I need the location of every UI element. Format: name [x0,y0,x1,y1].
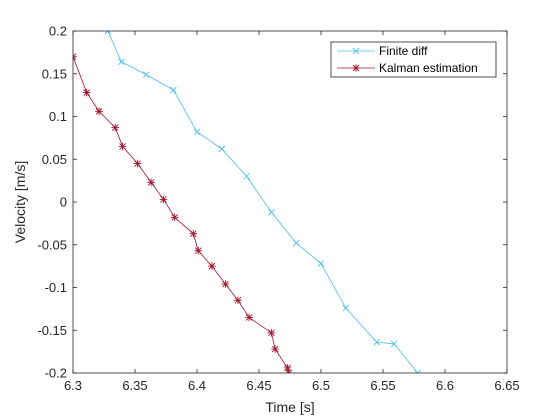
data-point-kalman-estimation [82,88,91,97]
x-tick-label: 6.45 [246,378,271,393]
data-point-kalman-estimation [283,364,292,372]
y-tick-label: 0.05 [42,152,67,167]
data-point-finite-diff [414,369,422,373]
y-axis-label: Velocity [m/s] [12,161,28,243]
x-tick-label: 6.3 [64,378,82,393]
x-tick-label: 6.4 [188,378,206,393]
x-tick-label: 6.65 [494,378,519,393]
series-line-finite-diff [107,31,419,373]
data-point-finite-diff [170,86,177,94]
legend-marker-finite-diff [352,47,360,55]
y-tick-label: -0.2 [45,366,67,381]
series-finite-diff [104,31,422,373]
data-point-finite-diff [373,338,381,346]
data-point-kalman-estimation [133,159,142,168]
y-tick-label: 0.2 [49,24,67,39]
x-tick-label: 6.5 [312,378,330,393]
data-point-finite-diff [218,145,226,153]
x-tick-label: 6.55 [370,378,395,393]
data-point-finite-diff [118,58,125,66]
series-layer [73,31,422,373]
data-point-finite-diff [193,128,201,136]
data-point-kalman-estimation [271,345,279,353]
data-point-kalman-estimation [170,213,179,222]
data-point-kalman-estimation [221,280,230,288]
legend-marker-kalman-estimation [352,64,360,72]
data-point-kalman-estimation [208,262,216,270]
legend: Finite diff Kalman estimation [330,41,497,78]
series-kalman-estimation [73,52,293,373]
legend-marker-symbol-finite-diff [352,47,360,55]
data-point-kalman-estimation [111,123,119,132]
data-point-kalman-estimation [194,246,203,255]
data-point-finite-diff [390,340,398,348]
x-axis-label: Time [s] [265,399,314,415]
y-tick-label: -0.05 [37,237,67,252]
data-point-kalman-estimation [118,142,127,151]
data-point-finite-diff [268,208,275,216]
x-tick-label: 6.6 [436,378,454,393]
legend-label-finite-diff: Finite diff [379,44,428,58]
y-tick-label: -0.15 [37,323,67,338]
y-tick-label: 0.15 [42,66,67,81]
x-tick-label: 6.35 [122,378,147,393]
data-point-kalman-estimation [147,178,155,187]
data-point-kalman-estimation [189,229,198,238]
y-tick-label: 0 [60,195,67,210]
data-point-kalman-estimation [159,195,168,204]
data-point-finite-diff [317,260,325,267]
data-point-finite-diff [243,173,250,180]
data-point-finite-diff [342,304,350,312]
legend-label-kalman-estimation: Kalman estimation [379,61,478,75]
axes-layer: 6.3 6.35 6.4 6.45 6.5 6.55 6.6 6.65 0.2 0.15 0.1 0.… [37,24,519,394]
data-point-kalman-estimation [267,329,276,337]
legend-box [330,41,497,78]
legend-marker-symbol-kalman-estimation [352,64,360,72]
data-point-finite-diff [142,71,150,78]
data-point-kalman-estimation [245,313,253,322]
y-tick-label: -0.1 [45,280,67,295]
data-point-finite-diff [104,31,112,35]
plot-area [73,31,507,373]
data-point-kalman-estimation [234,296,242,305]
data-point-kalman-estimation [95,107,103,116]
data-point-kalman-estimation [73,52,77,61]
y-tick-label: 0.1 [49,109,67,124]
data-point-finite-diff [292,239,300,247]
data-point-kalman-estimation [284,369,293,373]
